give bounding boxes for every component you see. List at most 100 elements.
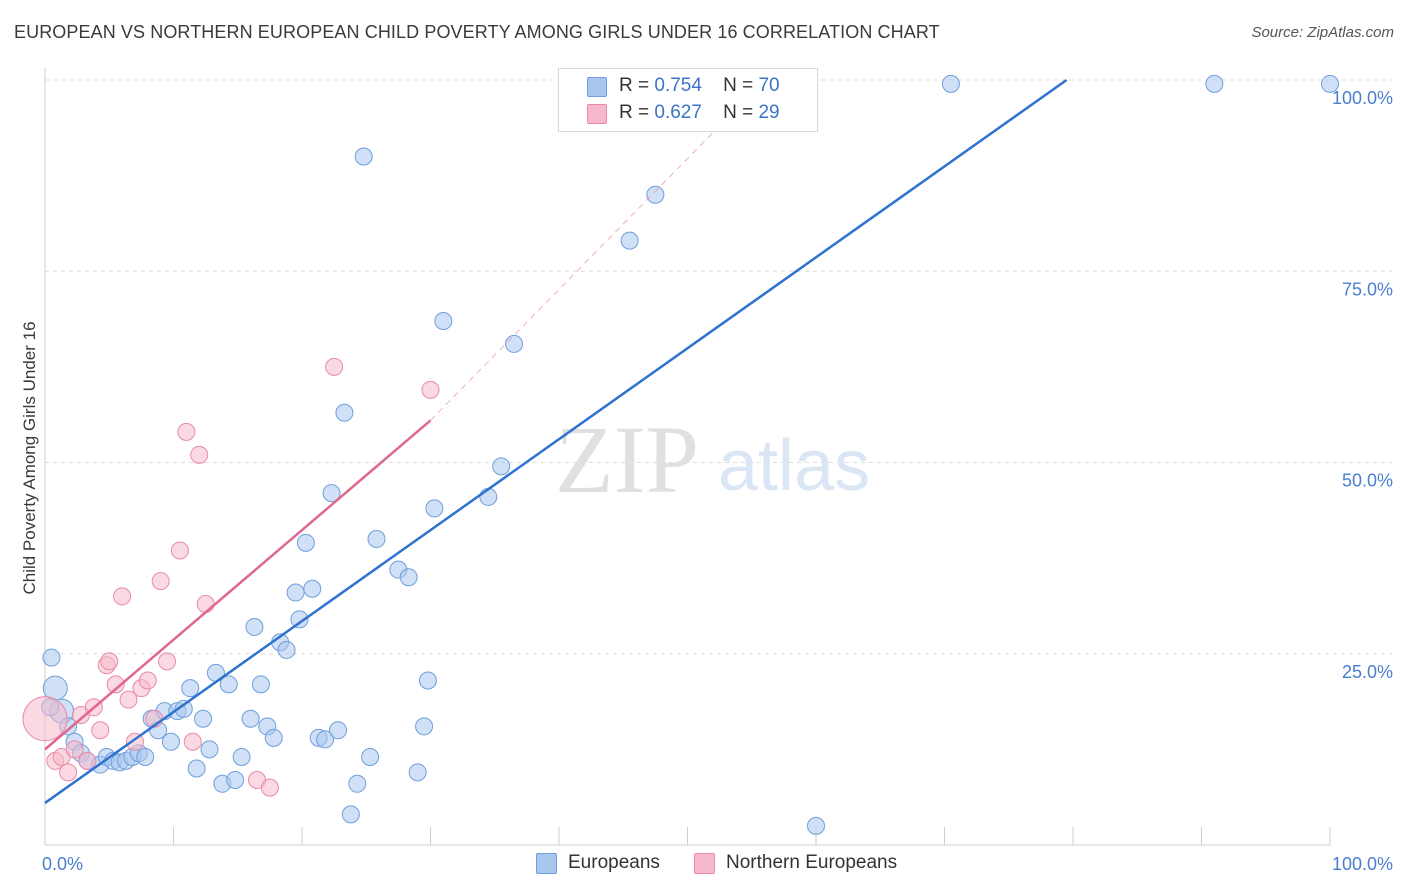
europeans-point (303, 579, 322, 598)
europeans-point (226, 770, 245, 789)
europeans-point (941, 74, 960, 93)
northern-europeans-point (65, 740, 84, 759)
legend-label-northern-europeans: Northern Europeans (726, 852, 898, 873)
northern-europeans-point (170, 541, 189, 560)
europeans-point (425, 499, 444, 518)
northern-europeans-point (91, 721, 110, 740)
europeans-point (415, 717, 434, 736)
europeans-point (181, 679, 200, 698)
northern-europeans-point (100, 652, 119, 671)
europeans-point (219, 675, 238, 694)
europeans-point (361, 748, 380, 767)
europeans-point (161, 732, 180, 751)
europeans-point (245, 617, 264, 636)
northern-europeans-point (113, 587, 132, 606)
legend-swatch-europeans (587, 77, 607, 97)
northern-europeans-point (119, 690, 138, 709)
northern-europeans-point (325, 357, 344, 376)
northern-europeans-point (190, 445, 209, 464)
northern-europeans-point (177, 422, 196, 441)
series-northern-europeans (22, 357, 440, 797)
europeans-point (296, 533, 315, 552)
y-tick-label: 50.0% (1342, 471, 1393, 491)
legend-r-label: R = (619, 75, 650, 96)
northern-europeans-point (196, 595, 215, 614)
europeans-point (200, 740, 219, 759)
y-tick-label: 100.0% (1332, 88, 1393, 108)
x-tick-label: 100.0% (1332, 854, 1393, 874)
axis-ticks: 25.0% 50.0% 75.0% 100.0% 0.0% 100.0% (42, 88, 1393, 874)
europeans-point (1205, 74, 1224, 93)
europeans-point (341, 805, 360, 824)
europeans-point (187, 759, 206, 778)
watermark-atlas: atlas (718, 426, 870, 506)
northern-europeans-trend-extension (430, 79, 765, 421)
x-tick-label: 0.0% (42, 854, 83, 874)
series-legend: Europeans Northern Europeans (0, 852, 1406, 878)
northern-europeans-point (78, 751, 97, 770)
legend-r-value: 0.754 (654, 75, 702, 96)
europeans-point (434, 311, 453, 330)
europeans-point (136, 748, 155, 767)
legend-text: R = 0.627 N = 29 (619, 102, 780, 124)
legend-n-value: 29 (758, 102, 780, 123)
y-tick-label: 75.0% (1342, 279, 1393, 299)
europeans-point (232, 748, 251, 767)
europeans-point (479, 487, 498, 506)
europeans-point (322, 484, 341, 503)
northern-europeans-point (421, 380, 440, 399)
legend-r-label: R = (619, 102, 650, 123)
source-label: Source: ZipAtlas.com (1251, 24, 1394, 41)
legend-n-label: N = (723, 75, 754, 96)
europeans-point (1321, 74, 1339, 93)
watermark-zip: ZIP (555, 406, 699, 513)
europeans-point (399, 568, 418, 587)
europeans-point (354, 147, 373, 166)
europeans-point (807, 816, 825, 835)
northern-europeans-point (260, 778, 279, 797)
correlation-legend: R = 0.754 N = 70 R = 0.627 N = 29 (558, 68, 818, 132)
northern-europeans-point (183, 732, 202, 751)
europeans-point (492, 457, 511, 476)
legend-swatch-northern-europeans (694, 853, 715, 874)
legend-text: R = 0.754 N = 70 (619, 75, 780, 97)
europeans-point (174, 699, 193, 718)
trend-lines (44, 78, 1068, 804)
europeans-point (251, 675, 270, 694)
europeans-trend-line (44, 78, 1068, 804)
legend-n-value: 70 (758, 75, 780, 96)
europeans-point (408, 763, 427, 782)
legend-swatch-northern-europeans (587, 104, 607, 124)
europeans-point (286, 583, 305, 602)
europeans-point (277, 640, 296, 659)
y-tick-label: 25.0% (1342, 662, 1393, 682)
europeans-point (367, 530, 386, 548)
europeans-point (418, 671, 437, 690)
northern-europeans-point (59, 763, 78, 782)
legend-r-value: 0.627 (654, 102, 702, 123)
chart-title: EUROPEAN VS NORTHERN EUROPEAN CHILD POVE… (14, 22, 940, 42)
europeans-point (264, 728, 283, 747)
europeans-point (328, 721, 347, 740)
europeans-point (241, 709, 260, 728)
northern-europeans-point (106, 675, 125, 694)
northern-europeans-point (22, 696, 68, 742)
northern-europeans-point (138, 671, 157, 690)
legend-n-label: N = (723, 102, 754, 123)
legend-swatch-europeans (536, 853, 557, 874)
europeans-point (316, 730, 335, 749)
northern-europeans-trend-line (44, 419, 432, 751)
northern-europeans-point (158, 652, 177, 671)
watermark: ZIP atlas (555, 406, 870, 513)
europeans-point (194, 709, 213, 728)
legend-label-europeans: Europeans (568, 852, 660, 873)
europeans-point (620, 231, 639, 250)
europeans-point (335, 403, 354, 422)
europeans-point (646, 185, 665, 204)
europeans-point (505, 334, 524, 353)
europeans-point (348, 774, 367, 793)
europeans-point (42, 648, 61, 667)
northern-europeans-point (151, 572, 170, 591)
europeans-point (290, 610, 309, 629)
